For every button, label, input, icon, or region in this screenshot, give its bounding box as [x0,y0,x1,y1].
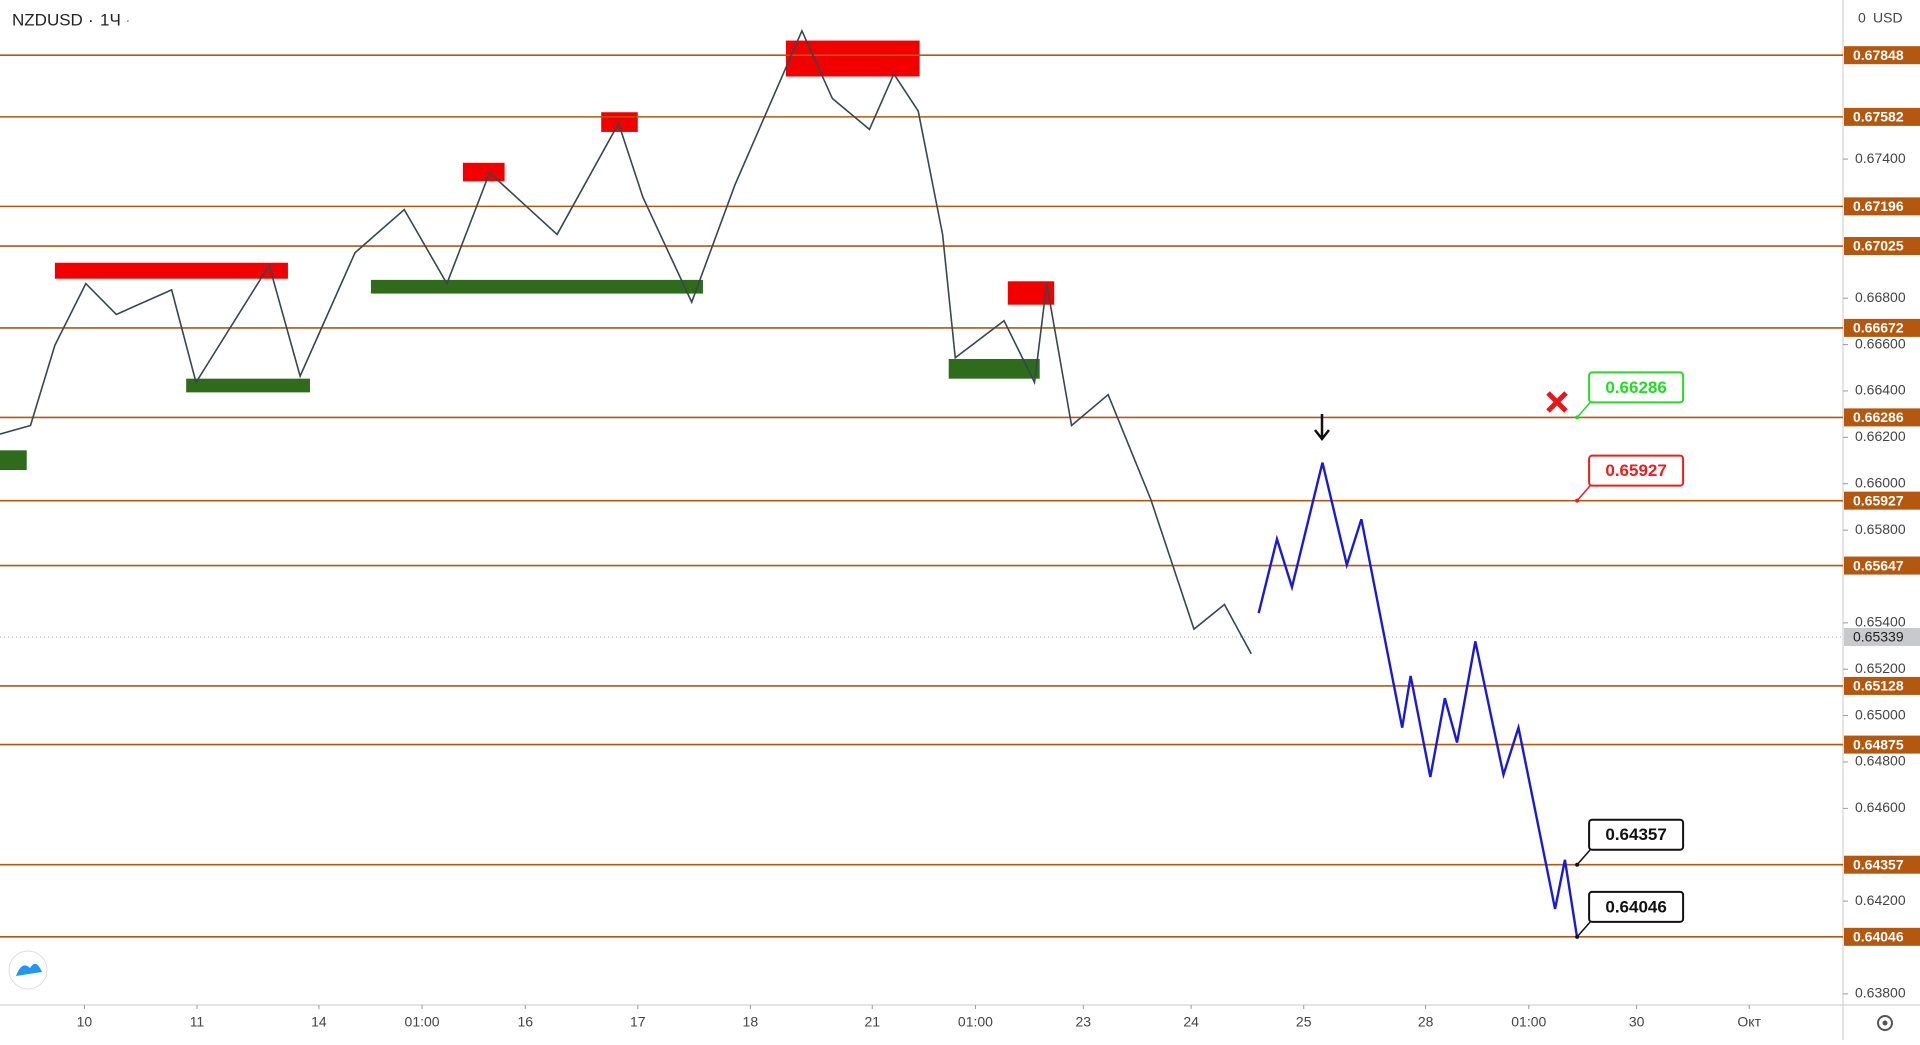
level-label-box [1844,46,1920,65]
level-label: 0.65128 [1853,678,1904,694]
target-label: 0.64357 [1605,825,1666,844]
x-tick-label: 18 [743,1014,759,1030]
separator: · [88,10,94,29]
y-tick-label: 0.64200 [1855,892,1906,908]
y-tick-label: 0.64600 [1855,799,1906,815]
x-tick-label: 10 [77,1014,93,1030]
x-tick-label: 24 [1183,1014,1199,1030]
zone [948,358,1040,379]
target-label: 0.65927 [1605,461,1666,480]
legend-header: NZDUSD · 1Ч · [12,10,131,29]
level-label: 0.67582 [1853,109,1904,125]
currency[interactable]: USD [1873,10,1903,26]
y-tick-label: 0.64800 [1855,753,1906,769]
target-pointer [1576,400,1592,418]
x-tick-label: 11 [190,1014,205,1030]
x-tick-label: 14 [311,1014,327,1030]
target-pointer [1576,920,1592,938]
y-tick-label: 0.66000 [1855,474,1906,490]
target-label: 0.66286 [1605,378,1666,397]
zone [370,279,703,294]
y-tick-label: 0.65800 [1855,521,1906,537]
level-label: 0.64357 [1853,856,1904,872]
price-line [1257,462,1579,938]
level-label: 0.67848 [1853,47,1904,63]
symbol: NZDUSD [12,10,83,29]
logo-icon[interactable] [16,963,42,976]
interval: 1Ч [100,10,121,29]
level-label-box [1844,237,1920,256]
last-price-label: 0.65339 [1853,629,1904,645]
y-tick-label: 0.65400 [1855,614,1906,630]
x-tick-label: 21 [864,1014,880,1030]
level-label-box [1844,408,1920,427]
target-box [1588,890,1685,923]
x-tick-label: 30 [1629,1014,1645,1030]
y-tick-label: 0.65200 [1855,660,1906,676]
target-pointer [1576,848,1592,866]
plot-area: 0.67400 0.66800 0.66600 0.66400 0.66200 0.660… [0,28,1920,1030]
target-box [1588,371,1685,404]
level-label: 0.67196 [1853,198,1904,214]
logo[interactable] [8,950,48,990]
settings-icon[interactable] [1877,1015,1893,1031]
separator: · [125,10,131,29]
level-label-box [1844,491,1920,510]
level-label-box [1844,556,1920,575]
settings[interactable] [1877,1015,1893,1031]
overlay [1314,391,1568,442]
down-arrow [1314,414,1330,442]
target-pointer [1576,484,1592,502]
cancel-marker [1546,391,1568,413]
level-label-box [1844,318,1920,337]
y-tick-label: 0.66200 [1855,428,1906,444]
last-price-box [1844,627,1920,646]
level-label: 0.66672 [1853,320,1904,336]
level-label-box [1844,927,1920,946]
level-label: 0.67025 [1853,238,1904,254]
level-label-box [1844,107,1920,126]
x-tick-label: 23 [1076,1014,1092,1030]
y-tick-label: 0.65000 [1855,706,1906,722]
y-tick-label: 0.67400 [1855,150,1906,166]
zone [54,262,288,279]
level-label: 0.66286 [1853,409,1904,425]
target-box [1588,454,1685,487]
level-label-box [1844,197,1920,216]
x-tick-label: 01:00 [405,1014,440,1030]
level-label: 0.64875 [1853,736,1904,752]
y-tick-label: 0.63800 [1855,985,1906,1001]
level-label-box [1844,735,1920,754]
y-tick-label: 0.66800 [1855,289,1906,305]
x-tick-label: Окт [1737,1014,1761,1030]
y-tick-label: 0.66400 [1855,382,1906,398]
level-label: 0.65647 [1853,557,1904,573]
price-line [0,28,1252,655]
scale-mode[interactable]: 0 [1858,10,1866,26]
target-box [1588,818,1685,851]
level-label: 0.64046 [1853,929,1904,945]
zone [186,378,310,393]
settings-icon-core[interactable] [1882,1020,1888,1026]
zone [0,450,27,471]
x-tick-label: 25 [1296,1014,1312,1030]
level-label-box [1844,676,1920,695]
zone [1007,281,1055,305]
x-tick-label: 28 [1418,1014,1434,1030]
x-tick-label: 01:00 [958,1014,993,1030]
zone [785,40,920,77]
x-tick-label: 01:00 [1511,1014,1546,1030]
x-tick-label: 16 [517,1014,533,1030]
zone [462,162,505,182]
target-label: 0.64046 [1605,897,1666,916]
zone [601,112,638,132]
level-label-box [1844,855,1920,874]
x-tick-label: 17 [630,1014,646,1030]
y-tick-label: 0.66600 [1855,335,1906,351]
level-label: 0.65927 [1853,492,1904,508]
